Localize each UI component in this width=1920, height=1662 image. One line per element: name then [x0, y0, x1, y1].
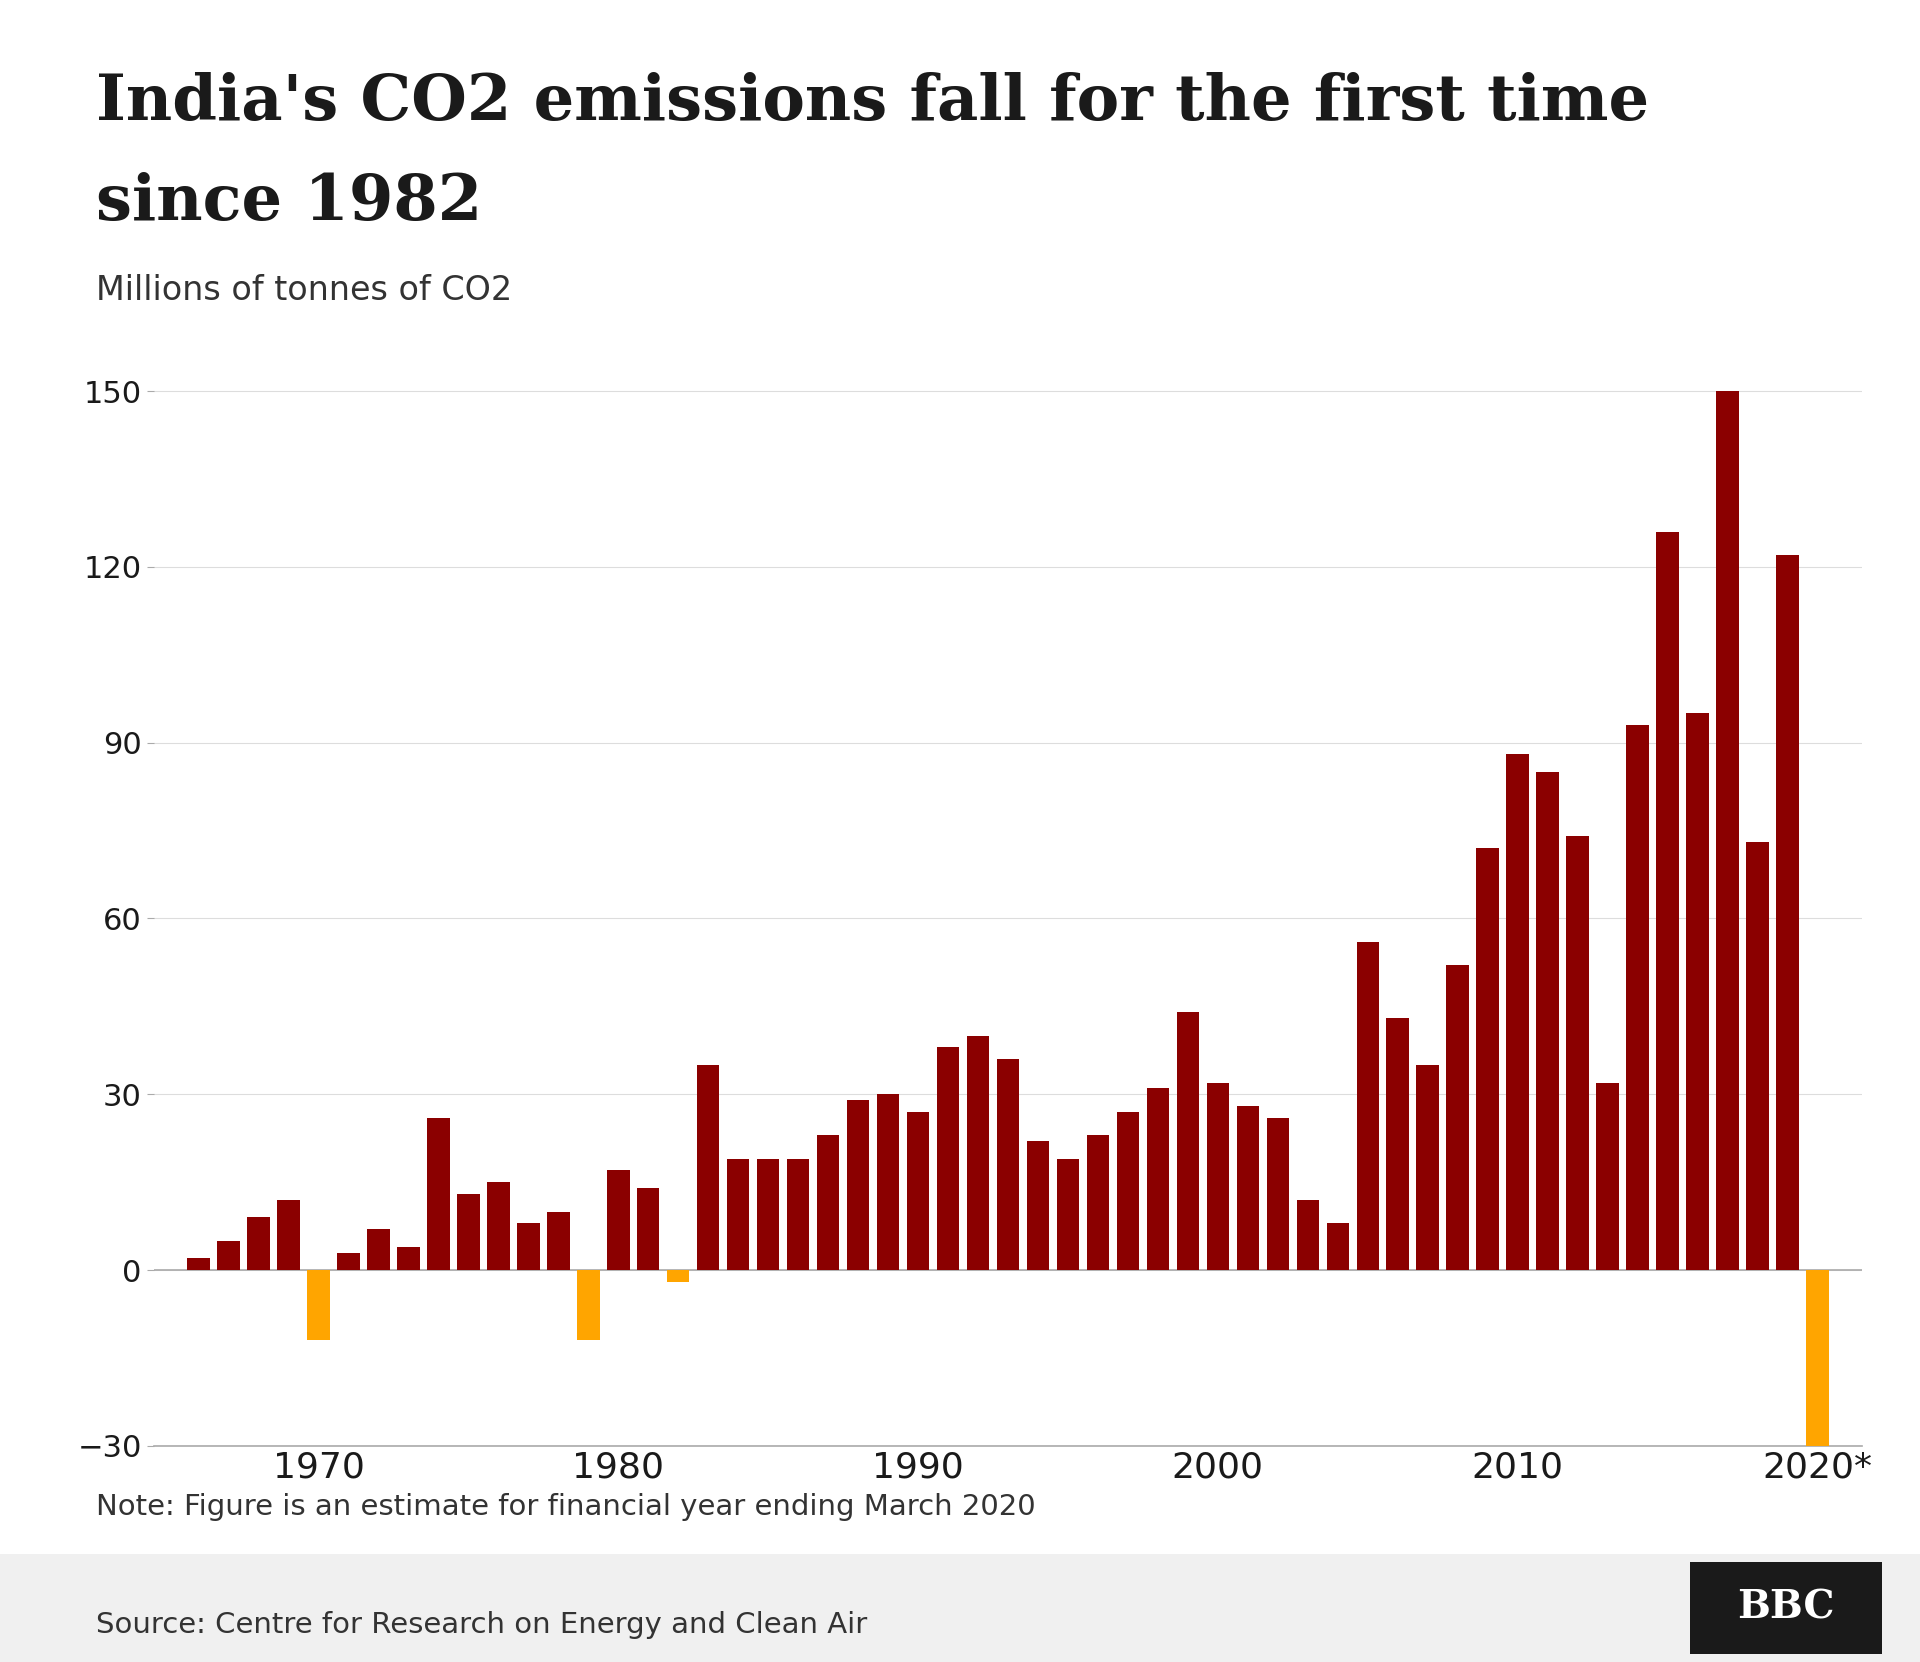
Bar	[457, 1193, 480, 1270]
Bar	[637, 1188, 659, 1270]
Bar	[1267, 1119, 1288, 1270]
Bar	[787, 1158, 810, 1270]
Bar	[1056, 1158, 1079, 1270]
Bar	[996, 1059, 1020, 1270]
Bar	[1386, 1019, 1409, 1270]
Text: India's CO2 emissions fall for the first time: India's CO2 emissions fall for the first…	[96, 71, 1649, 133]
Bar	[547, 1212, 570, 1270]
Bar	[1027, 1142, 1048, 1270]
Bar	[1626, 725, 1649, 1270]
Bar	[307, 1270, 330, 1341]
Bar	[1177, 1012, 1200, 1270]
Bar	[728, 1158, 749, 1270]
Bar	[1087, 1135, 1110, 1270]
Bar	[1657, 532, 1678, 1270]
Bar	[756, 1158, 780, 1270]
Bar	[488, 1182, 509, 1270]
Bar	[1567, 836, 1590, 1270]
Text: Source: Centre for Research on Energy and Clean Air: Source: Centre for Research on Energy an…	[96, 1612, 868, 1639]
Bar	[1327, 1223, 1350, 1270]
Bar	[217, 1242, 240, 1270]
Bar	[397, 1246, 420, 1270]
Bar	[1417, 1065, 1438, 1270]
Bar	[338, 1253, 359, 1270]
Bar	[426, 1119, 449, 1270]
Bar	[968, 1035, 989, 1270]
Bar	[1716, 391, 1740, 1270]
Bar	[578, 1270, 599, 1341]
Bar	[1236, 1105, 1260, 1270]
Bar	[1776, 555, 1799, 1270]
Bar	[1476, 848, 1500, 1270]
Bar	[367, 1230, 390, 1270]
Bar	[1745, 843, 1768, 1270]
Bar	[877, 1094, 899, 1270]
Bar	[697, 1065, 720, 1270]
Bar	[1536, 771, 1559, 1270]
Bar	[1357, 942, 1379, 1270]
Bar	[607, 1170, 630, 1270]
Text: Millions of tonnes of CO2: Millions of tonnes of CO2	[96, 274, 513, 307]
Bar	[816, 1135, 839, 1270]
Bar	[1507, 755, 1528, 1270]
Bar	[188, 1258, 209, 1270]
Bar	[666, 1270, 689, 1281]
Bar	[1117, 1112, 1139, 1270]
Bar	[847, 1100, 870, 1270]
Bar	[248, 1217, 271, 1270]
Bar	[906, 1112, 929, 1270]
Bar	[1446, 966, 1469, 1270]
Bar	[1296, 1200, 1319, 1270]
Bar	[1146, 1089, 1169, 1270]
Text: since 1982: since 1982	[96, 171, 482, 233]
Bar	[1596, 1082, 1619, 1270]
Bar	[516, 1223, 540, 1270]
Bar	[276, 1200, 300, 1270]
Bar	[1686, 713, 1709, 1270]
Bar	[937, 1047, 960, 1270]
Bar	[1206, 1082, 1229, 1270]
Text: BBC: BBC	[1738, 1589, 1834, 1627]
Bar	[1807, 1270, 1828, 1446]
Text: Note: Figure is an estimate for financial year ending March 2020: Note: Figure is an estimate for financia…	[96, 1492, 1035, 1521]
